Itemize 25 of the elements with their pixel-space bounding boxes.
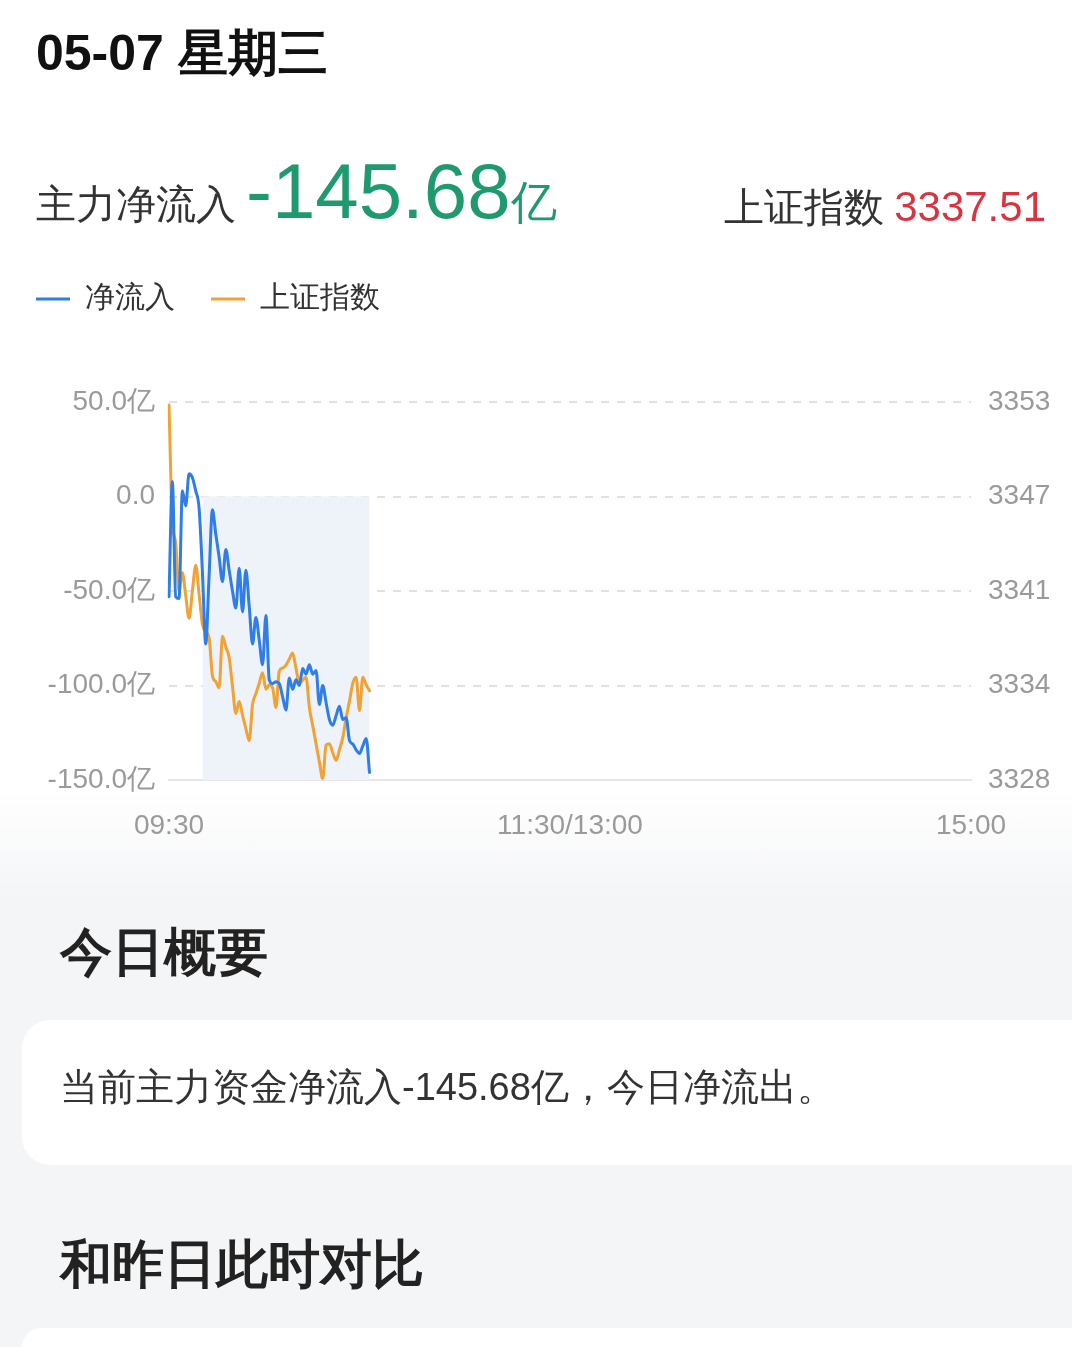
x-tick-label: 11:30/13:00	[497, 808, 643, 840]
line-series	[167, 472, 371, 774]
chart-title: 05-07 星期三	[36, 25, 328, 81]
text: 3337.51	[894, 183, 1046, 230]
x-tick-label: 15:00	[935, 808, 1007, 840]
text: 主力净流入	[36, 182, 236, 226]
y-tick-label: 0.0	[116, 479, 155, 511]
x-tick-label: 09:30	[133, 808, 205, 840]
y-tick-label: -100.0亿	[47, 668, 155, 700]
y-tick-label: -150.0亿	[47, 762, 155, 794]
y-tick-label: -50.0亿	[63, 573, 155, 605]
legend-label: 净流入	[85, 280, 175, 314]
text: 今日概要	[60, 923, 268, 981]
y2-tick-label: 3341	[988, 573, 1051, 605]
text: -145.68亿	[246, 147, 557, 235]
text: 和昨日此时对比	[60, 1235, 424, 1293]
y2-tick-label: 3334	[988, 668, 1051, 700]
y2-tick-label: 3353	[988, 384, 1051, 416]
legend-label: 上证指数	[260, 280, 380, 314]
text: 上证指数	[724, 185, 885, 229]
line-series	[167, 403, 371, 780]
y-tick-label: 50.0亿	[72, 384, 155, 416]
text: 当前主力资金净流入-145.68亿，今日净流出。	[60, 1066, 835, 1108]
y2-tick-label: 3347	[988, 479, 1051, 511]
y2-tick-label: 3328	[988, 762, 1051, 794]
